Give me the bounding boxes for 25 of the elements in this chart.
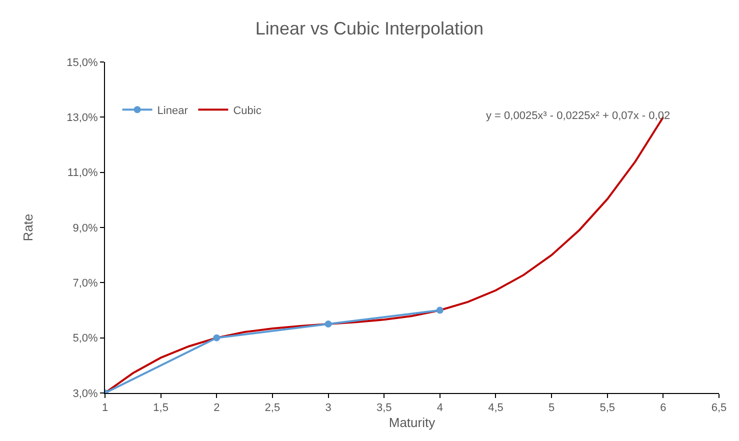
- x-tick-label: 1: [102, 402, 108, 414]
- y-tick-label: 7,0%: [72, 278, 98, 290]
- y-tick-label: 15,0%: [66, 56, 98, 69]
- y-tick-label: 3,0%: [72, 388, 98, 400]
- x-tick-label: 6: [660, 402, 666, 414]
- y-tick-label: 11,0%: [67, 167, 98, 180]
- x-tick-label: 2,5: [264, 402, 280, 414]
- chart-title: Linear vs Cubic Interpolation: [255, 18, 484, 39]
- y-tick-label: 9,0%: [72, 222, 98, 234]
- x-tick-label: 4,5: [488, 402, 504, 414]
- x-tick-label: 1,5: [153, 402, 168, 414]
- legend-label: Linear: [157, 104, 188, 117]
- x-tick-label: 3,5: [376, 402, 392, 414]
- x-tick-label: 5: [548, 402, 555, 414]
- y-tick-label: 5,0%: [72, 332, 98, 345]
- x-axis-title: Maturity: [388, 414, 436, 430]
- x-tick-label: 4: [436, 402, 443, 414]
- x-tick-label: 5,5: [600, 402, 616, 414]
- x-tick-label: 6,5: [711, 402, 727, 414]
- x-tick-label: 3: [325, 402, 332, 414]
- x-tick-label: 2: [214, 402, 220, 414]
- y-tick-label: 13,0%: [66, 112, 98, 124]
- legend-label: Cubic: [233, 104, 262, 117]
- annotation: y = 0,0025x³ - 0,0225x² + 0,07x - 0,02: [486, 110, 670, 122]
- y-axis-title: Rate: [20, 214, 36, 242]
